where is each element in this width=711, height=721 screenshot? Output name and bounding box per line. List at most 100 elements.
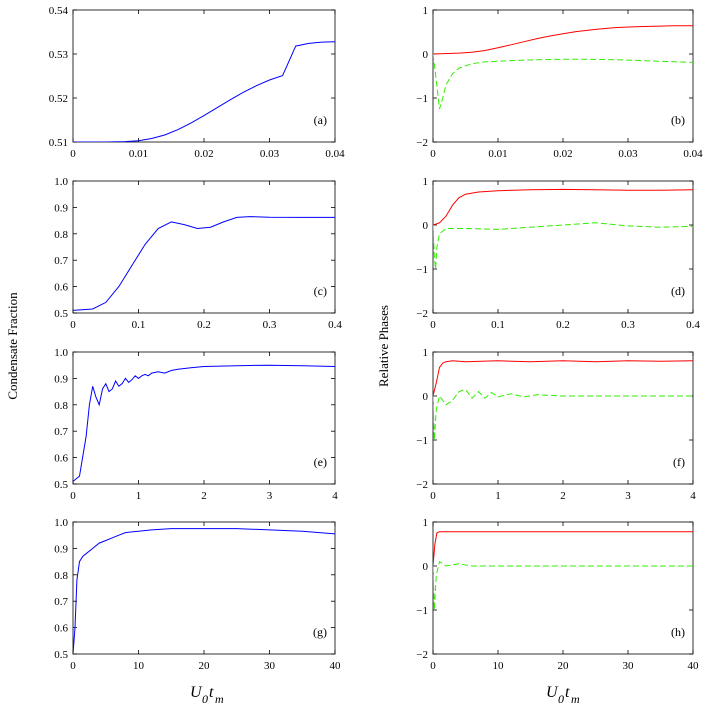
panel-d-xtick-label: 0.2	[556, 319, 570, 331]
panel-a-xtick-label: 0.04	[325, 148, 345, 160]
panel-a-frame	[72, 9, 336, 143]
xlabel-left: U 0 t m	[190, 684, 224, 706]
panel-e-series-1	[73, 364, 335, 482]
panel-e-ytick-label: 0.5	[54, 479, 68, 491]
panel-e: 0 1 2 3 4 0.5 0.6 0.7 0.8 0.9 1.0 (e)	[54, 347, 338, 502]
xlabel-left-u: U	[190, 684, 203, 701]
panel-b-series-2	[433, 53, 693, 110]
panel-f: 0 1 2 3 4 −2 −1 0 1 (f)	[416, 347, 696, 502]
panel-c-ytick-label: 0.5	[54, 308, 68, 320]
panel-h-ytick-label: −2	[416, 649, 428, 661]
panel-g-frame	[72, 521, 336, 655]
panel-d-ytick-label: −2	[416, 308, 428, 320]
panel-c-ytick-label: 0.8	[54, 229, 68, 241]
panel-d-ytick-label: 0	[423, 220, 429, 232]
panel-e-xtick-label: 0	[70, 490, 76, 502]
panel-b-ytick-label: 0	[423, 49, 429, 61]
panel-b-series-1	[433, 25, 693, 55]
panel-e-ytick-label: 1.0	[54, 347, 68, 359]
panel-b-xtick-label: 0.01	[488, 148, 507, 160]
panel-f-series-2	[433, 388, 693, 441]
panel-b: 0 0.01 0.02 0.03 0.04 −2 −1 0 1 (b)	[416, 5, 703, 160]
panel-h-ytick-label: 1	[423, 517, 429, 529]
panel-c-series-1	[73, 216, 335, 311]
panel-a-xtick-label: 0	[70, 148, 76, 160]
panel-d: 0 0.1 0.2 0.3 0.4 −2 −1 0 1 (d)	[416, 176, 700, 331]
panel-f-series-1	[433, 360, 693, 397]
panel-d-xtick-label: 0.1	[491, 319, 505, 331]
panel-c: 0 0.1 0.2 0.3 0.4 0.5 0.6 0.7 0.8 0.9 1.0 (c)	[54, 176, 342, 331]
panel-e-ytick-label: 0.7	[54, 426, 68, 438]
panel-f-ytick-label: 1	[423, 347, 429, 359]
panel-a-xtick-label: 0.02	[194, 148, 213, 160]
xlabel-right-u: U	[546, 684, 559, 701]
panel-d-label: (d)	[671, 284, 685, 298]
panel-g-series-1	[73, 528, 335, 654]
panel-e-ytick-label: 0.8	[54, 400, 68, 412]
panel-h-xtick-label: 30	[623, 660, 635, 672]
panel-d-xtick-label: 0.3	[621, 319, 635, 331]
panel-c-ytick-label: 0.9	[54, 202, 68, 214]
xlabel-left-sub0: 0	[202, 692, 208, 706]
panel-a-ytick-label: 0.53	[49, 49, 69, 61]
xlabel-right-subm: m	[571, 692, 580, 706]
panel-a-xtick-label: 0.03	[260, 148, 280, 160]
panels: 0 0.01 0.02 0.03 0.040.510.520.530.54(a)0 0.0…	[49, 5, 703, 672]
panel-h-xtick-label: 0	[430, 660, 436, 672]
panel-h-label: (h)	[671, 625, 685, 639]
panel-f-ytick-label: −1	[416, 435, 428, 447]
panel-h-series-1	[433, 531, 693, 567]
panel-g-ytick-label: 0.8	[54, 570, 68, 582]
panel-a-xtick-label: 0.01	[129, 148, 148, 160]
panel-e-xtick-label: 2	[201, 490, 207, 502]
panel-d-xtick-label: 0.4	[686, 319, 700, 331]
panel-b-ytick-label: −1	[416, 93, 428, 105]
panel-c-xtick-label: 0.2	[197, 319, 211, 331]
panel-b-xtick-label: 0	[430, 148, 436, 160]
panel-f-xtick-label: 1	[495, 490, 501, 502]
panel-f-xtick-label: 4	[690, 490, 696, 502]
panel-c-xtick-label: 0.1	[132, 319, 146, 331]
panel-c-xtick-label: 0.3	[263, 319, 277, 331]
panel-a-ytick-label: 0.51	[49, 137, 68, 149]
panel-g-ytick-label: 0.9	[54, 543, 68, 555]
panel-g-ytick-label: 0.6	[54, 623, 68, 635]
panel-a: 0 0.01 0.02 0.03 0.04 0.51 0.52 0.53 0.54 (a)	[49, 5, 345, 160]
panel-h-xtick-label: 40	[688, 660, 700, 672]
panel-f-frame	[432, 351, 694, 485]
panel-g-label: (g)	[313, 625, 327, 639]
right-ylabel: Relative Phases	[376, 305, 391, 387]
panel-e-ytick-label: 0.6	[54, 453, 68, 465]
panel-d-series-2	[433, 222, 693, 270]
xlabel-left-subm: m	[215, 692, 224, 706]
panel-h-series-2	[433, 560, 693, 611]
panel-f-ytick-label: 0	[423, 391, 429, 403]
panel-f-xtick-label: 0	[430, 490, 436, 502]
panel-c-ytick-label: 0.7	[54, 255, 68, 267]
panel-d-ytick-label: −1	[416, 264, 428, 276]
panel-c-xtick-label: 0	[70, 319, 76, 331]
panel-h: 0 10 20 30 40 −2 −1 0 1 (h)	[416, 517, 699, 672]
panel-d-ytick-label: 1	[423, 176, 429, 188]
panel-c-xtick-label: 0.4	[328, 319, 342, 331]
panel-b-ytick-label: 1	[423, 5, 429, 17]
panel-h-frame	[432, 521, 694, 655]
panel-f-label: (f)	[673, 455, 685, 469]
panel-b-xtick-label: 0.04	[683, 148, 703, 160]
xlabel-right: U 0 t m	[546, 684, 580, 706]
panel-f-ytick-label: −2	[416, 479, 428, 491]
panel-e-xtick-label: 1	[136, 490, 142, 502]
panel-e-label: (e)	[314, 455, 327, 469]
panel-h-xtick-label: 10	[493, 660, 505, 672]
panel-c-label: (c)	[314, 284, 327, 298]
panel-b-xtick-label: 0.03	[618, 148, 638, 160]
panel-c-ytick-label: 0.6	[54, 282, 68, 294]
xlabel-right-sub0: 0	[558, 692, 564, 706]
panel-e-xtick-label: 3	[267, 490, 273, 502]
panel-d-series-1	[433, 188, 693, 226]
panel-g-xtick-label: 10	[133, 660, 145, 672]
panel-e-frame	[72, 351, 336, 485]
panel-a-ytick-label: 0.52	[49, 93, 68, 105]
panel-h-ytick-label: 0	[423, 561, 429, 573]
